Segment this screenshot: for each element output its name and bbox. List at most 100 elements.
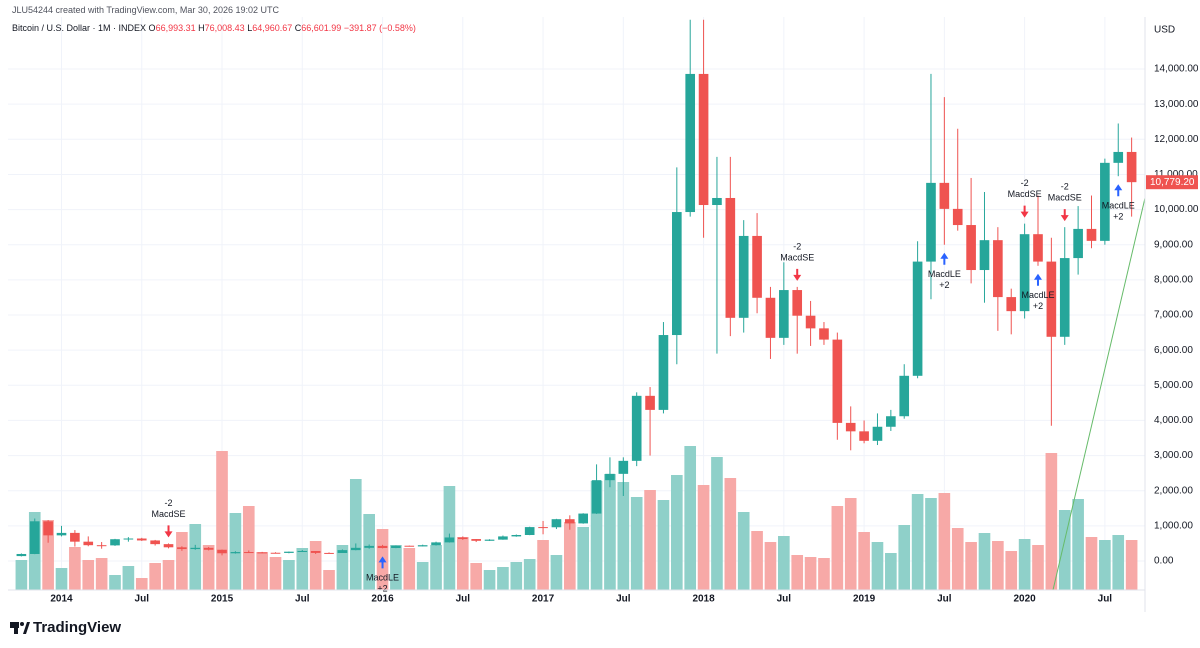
candle-body	[912, 261, 923, 376]
volume-bar	[336, 545, 349, 590]
signal-qty: +2	[939, 280, 949, 290]
candle-body	[578, 513, 589, 524]
volume-bar	[349, 479, 362, 590]
candle-body	[29, 521, 40, 554]
volume-bar	[1005, 551, 1018, 590]
signal-qty: -2	[1021, 178, 1029, 188]
volume-bar	[256, 552, 268, 590]
volume-bar	[416, 562, 429, 590]
candle-body	[498, 536, 508, 540]
candle-body	[993, 240, 1003, 298]
candle-body	[618, 460, 629, 474]
volume-bar	[283, 560, 295, 590]
volume-pane	[15, 446, 1138, 590]
volume-bar	[965, 542, 977, 590]
currency-label: USD	[1154, 25, 1175, 36]
signals: MacdSE-2MacdLE+2MacdSE-2MacdLE+2MacdSE-2…	[152, 178, 1135, 594]
volume-bar	[711, 457, 723, 590]
candle-body	[712, 197, 722, 206]
volume-bar	[523, 559, 536, 590]
ohlc-value: 64,960.67	[252, 23, 293, 33]
volume-bar	[1112, 535, 1125, 590]
candle-body	[83, 541, 94, 546]
candle-body	[444, 537, 455, 543]
credit: JLU54244 created with TradingView.com, M…	[12, 5, 279, 15]
volume-bar	[644, 490, 656, 590]
volume-bar	[563, 522, 576, 590]
signal-arrow	[1033, 273, 1042, 286]
volume-bar	[122, 566, 135, 590]
volume-bar	[216, 451, 228, 590]
candle-body	[538, 527, 548, 529]
ohlc: O66,993.31 H76,008.43 L64,960.67 C66,601…	[149, 23, 344, 33]
candles	[16, 19, 1137, 557]
candle-body	[337, 550, 348, 553]
signal-name: MacdLE	[928, 269, 961, 279]
volume-bar	[55, 568, 68, 590]
volume-bar	[189, 524, 202, 590]
candle-body	[297, 550, 308, 552]
candle-body	[270, 552, 281, 554]
y-tick-label: 6,000.00	[1154, 345, 1193, 356]
ohlc-value: 66,993.31	[155, 23, 196, 33]
y-tick-label: 3,000.00	[1154, 450, 1193, 461]
candle-body	[779, 290, 789, 338]
volume-bar	[724, 478, 737, 590]
candle-body	[136, 538, 147, 541]
signal-name: MacdSE	[1008, 189, 1042, 199]
y-tick-label: 12,000.00	[1154, 134, 1199, 145]
candle-body	[417, 545, 428, 547]
volume-bar	[323, 570, 335, 590]
signal-arrow	[793, 268, 802, 281]
volume-bar	[818, 558, 830, 590]
candle-body	[391, 545, 401, 549]
candle-body	[605, 473, 615, 481]
signal-arrow	[1020, 205, 1029, 218]
logo-icon	[14, 622, 18, 634]
candle-body	[484, 539, 495, 541]
x-tick-label: 2020	[1013, 594, 1036, 605]
volume-bar	[978, 533, 991, 590]
ohlc-label: O	[148, 23, 156, 33]
signal-name: MacdSE	[780, 252, 814, 262]
candle-body	[765, 297, 776, 338]
candle-body	[1113, 151, 1124, 163]
volume-bar	[403, 548, 416, 590]
volume-bar	[831, 506, 844, 590]
x-tick-label: Jul	[1098, 594, 1113, 605]
x-tick-label: Jul	[937, 594, 952, 605]
volume-bar	[176, 532, 188, 590]
candle-body	[190, 547, 201, 550]
volume-bar	[109, 575, 121, 590]
volume-bar	[764, 542, 777, 590]
volume-bar	[657, 500, 670, 590]
change: −391.87 (−0.58%)	[343, 23, 416, 33]
x-tick-label: Jul	[295, 594, 310, 605]
volume-bar	[242, 506, 255, 590]
volume-bar	[82, 560, 95, 590]
volume-bar	[844, 498, 857, 590]
ohlc-value: 66,601.99	[301, 23, 342, 33]
volume-bar	[992, 541, 1004, 590]
symbol-legend: Bitcoin / U.S. Dollar · 1M · INDEX O66,9…	[12, 23, 416, 33]
candle-body	[96, 545, 107, 547]
candle-body	[16, 553, 27, 557]
volume-bar	[951, 528, 964, 590]
logo: TradingView	[10, 619, 121, 636]
candle-body	[1073, 228, 1083, 259]
volume-bar	[1085, 537, 1098, 590]
volume-bar	[1045, 453, 1058, 590]
x-tick-label: 2018	[692, 594, 715, 605]
volume-bar	[804, 557, 817, 590]
candle-body	[738, 235, 749, 318]
candle-body	[471, 539, 481, 541]
volume-bar	[604, 474, 616, 590]
y-tick-label: 9,000.00	[1154, 239, 1193, 250]
candle-body	[203, 547, 214, 550]
signal-arrow	[164, 525, 173, 538]
candle-body	[685, 73, 696, 213]
y-tick-label: 4,000.00	[1154, 415, 1193, 426]
candle-body	[177, 547, 187, 550]
